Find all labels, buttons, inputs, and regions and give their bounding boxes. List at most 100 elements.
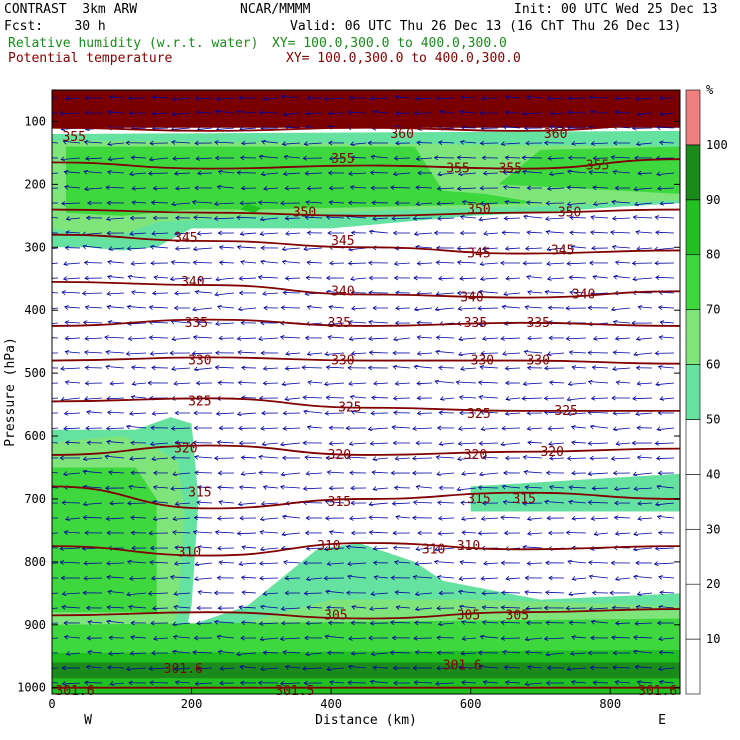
wind-vector bbox=[591, 485, 609, 491]
wind-vector bbox=[83, 575, 103, 581]
wind-vector bbox=[569, 290, 587, 295]
wind-vector bbox=[521, 169, 543, 175]
wind-vector bbox=[571, 515, 587, 521]
wind-vector bbox=[257, 200, 279, 205]
wind-vector bbox=[546, 351, 565, 356]
wind-vector bbox=[106, 200, 125, 206]
wind-vector bbox=[83, 260, 103, 266]
wind-vector bbox=[84, 186, 103, 191]
wind-vector bbox=[262, 365, 279, 371]
wind-vector bbox=[239, 200, 257, 206]
wind-vector bbox=[503, 530, 521, 536]
wind-vector bbox=[526, 560, 543, 566]
wind-vector bbox=[237, 306, 257, 312]
wind-vector bbox=[414, 650, 433, 655]
wind-vector bbox=[505, 396, 521, 401]
theta-label: 325 bbox=[554, 404, 577, 419]
wind-vector bbox=[653, 561, 675, 566]
wind-vector bbox=[193, 515, 213, 521]
wind-vector bbox=[657, 305, 675, 311]
wind-vector bbox=[502, 185, 521, 190]
theta-label: 320 bbox=[328, 448, 351, 463]
wind-vector bbox=[657, 470, 675, 476]
wind-vector bbox=[591, 365, 609, 371]
wind-vector bbox=[106, 170, 125, 175]
wind-vector bbox=[659, 140, 675, 146]
wind-vector bbox=[611, 244, 631, 250]
wind-vector bbox=[438, 410, 455, 416]
wind-vector bbox=[170, 486, 191, 491]
wind-vector bbox=[612, 366, 631, 371]
colorbar-label: 20 bbox=[706, 577, 720, 591]
wind-vector bbox=[215, 276, 235, 282]
wind-vector bbox=[633, 351, 653, 357]
wind-vector bbox=[61, 290, 81, 295]
wind-vector bbox=[303, 246, 323, 252]
wind-vector bbox=[241, 590, 257, 596]
wind-vector bbox=[64, 350, 81, 355]
wind-vector bbox=[284, 396, 301, 401]
y-tick-label: 800 bbox=[24, 555, 46, 569]
wind-vector bbox=[257, 680, 279, 686]
wind-vector bbox=[502, 170, 521, 176]
wind-vector bbox=[130, 620, 147, 626]
wind-vector bbox=[570, 245, 587, 250]
wind-vector bbox=[52, 216, 59, 219]
wind-vector bbox=[258, 154, 279, 160]
wind-vector bbox=[590, 516, 609, 521]
wind-vector bbox=[279, 484, 301, 490]
wind-vector bbox=[282, 425, 301, 431]
wind-vector bbox=[127, 500, 147, 506]
wind-vector bbox=[501, 425, 521, 431]
wind-vector bbox=[460, 500, 477, 506]
wind-vector bbox=[194, 185, 213, 191]
wind-vector bbox=[658, 95, 675, 101]
wind-vector bbox=[347, 664, 367, 670]
theta-contour-330 bbox=[52, 356, 680, 365]
wind-vector bbox=[214, 365, 235, 370]
wind-vector bbox=[543, 636, 565, 641]
wind-vector bbox=[658, 335, 675, 340]
theta-label: 320 bbox=[174, 442, 197, 457]
wind-vector bbox=[81, 290, 103, 296]
wind-vector bbox=[82, 320, 103, 326]
wind-vector bbox=[236, 170, 257, 176]
wind-vector bbox=[281, 514, 301, 520]
wind-vector bbox=[304, 455, 323, 460]
wind-vector bbox=[636, 680, 653, 685]
wind-vector bbox=[544, 499, 565, 505]
wind-vector bbox=[568, 350, 587, 355]
colorbar-segment bbox=[685, 364, 701, 420]
wind-vector bbox=[52, 157, 59, 159]
wind-vector bbox=[393, 155, 411, 161]
y-axis-label: Pressure (hPa) bbox=[3, 337, 18, 447]
wind-vector bbox=[216, 575, 235, 581]
wind-vector bbox=[84, 365, 103, 371]
wind-vector bbox=[239, 665, 257, 670]
wind-vector bbox=[328, 530, 345, 535]
theta-label: 355 bbox=[62, 130, 85, 145]
wind-vector bbox=[461, 680, 477, 686]
wind-vector bbox=[327, 110, 345, 116]
wind-vector bbox=[85, 156, 103, 161]
theta-label: 355 bbox=[586, 159, 609, 174]
wind-vector bbox=[438, 441, 455, 446]
wind-vector bbox=[215, 96, 235, 101]
wind-vector bbox=[478, 440, 499, 446]
wind-vector bbox=[217, 305, 235, 310]
theta-label: 315 bbox=[513, 492, 536, 507]
wind-vector bbox=[610, 306, 631, 312]
wind-vector bbox=[86, 440, 103, 446]
wind-vector bbox=[86, 410, 103, 415]
wind-vector bbox=[392, 230, 411, 236]
colorbar-label: 90 bbox=[706, 193, 720, 207]
wind-vector bbox=[589, 424, 609, 430]
wind-vector bbox=[526, 95, 543, 100]
wind-vector bbox=[369, 441, 389, 446]
wind-vector bbox=[631, 125, 653, 131]
wind-vector bbox=[257, 275, 279, 280]
wind-vector bbox=[172, 634, 191, 640]
wind-vector bbox=[62, 139, 81, 145]
wind-vector bbox=[303, 680, 323, 686]
wind-vector bbox=[260, 501, 279, 506]
